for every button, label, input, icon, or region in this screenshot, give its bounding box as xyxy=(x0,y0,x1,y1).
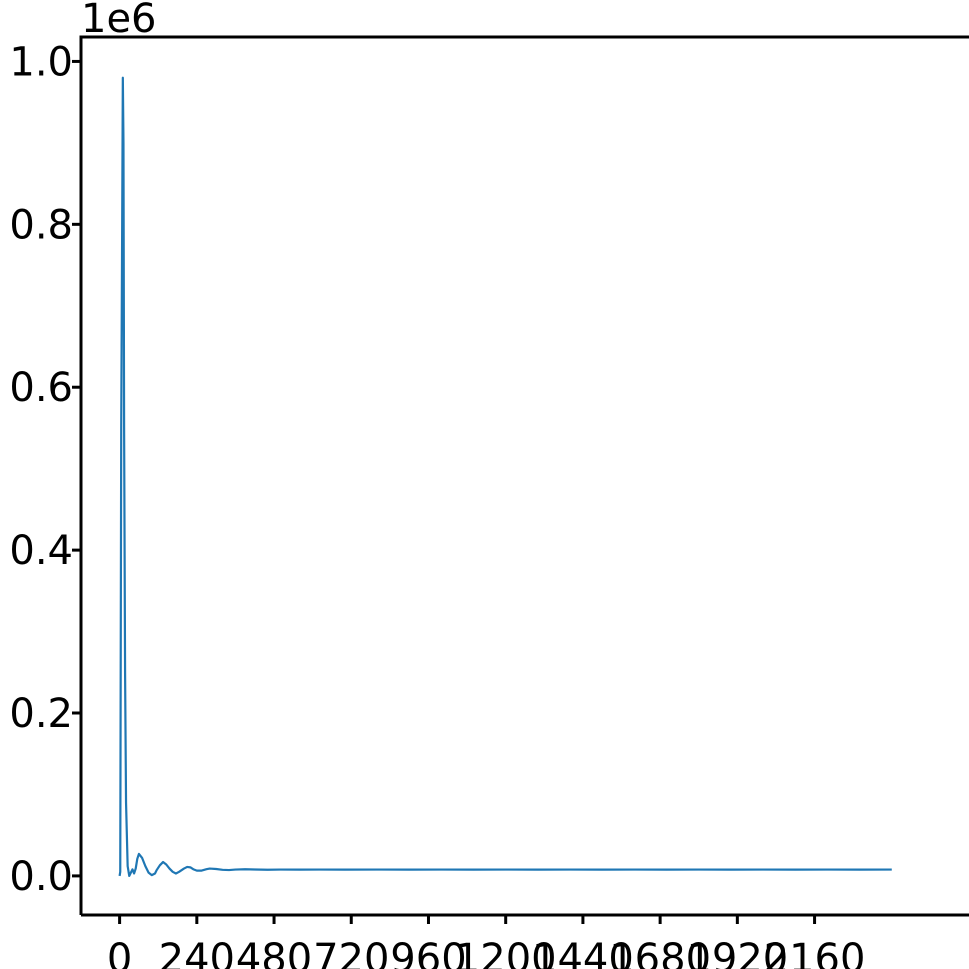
x-tick-label: 240 xyxy=(159,936,235,969)
y-tick-label: 0.0 xyxy=(9,854,73,900)
y-axis-ticks: 0.0 0.2 0.4 0.6 0.8 1.0 xyxy=(9,39,81,900)
x-tick-label: 480 xyxy=(236,936,312,969)
axes-frame xyxy=(79,35,969,917)
x-tick-label: 960 xyxy=(390,936,466,969)
x-tick-label: 1920 xyxy=(686,936,788,969)
x-tick-label: 0 xyxy=(107,936,132,969)
y-tick-label: 1.0 xyxy=(9,39,73,85)
y-tick-label: 0.4 xyxy=(9,528,73,574)
y-tick-label: 0.2 xyxy=(9,691,73,737)
x-tick-label: 1680 xyxy=(609,936,711,969)
y-axis-offset-label: 1e6 xyxy=(81,0,157,42)
x-tick-label: 1440 xyxy=(532,936,634,969)
x-tick-label: 720 xyxy=(313,936,389,969)
y-tick-label: 0.8 xyxy=(9,202,73,248)
y-tick-label: 0.6 xyxy=(9,365,73,411)
series-line xyxy=(118,76,892,878)
x-tick-label: 1200 xyxy=(455,936,557,969)
x-tick-label: 2160 xyxy=(764,936,866,969)
